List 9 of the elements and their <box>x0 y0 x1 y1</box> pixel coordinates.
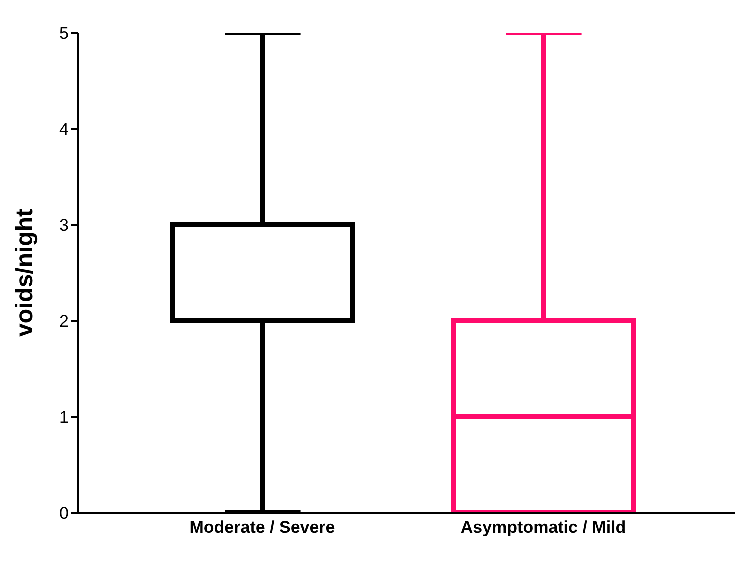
x-tick-label: Moderate / Severe <box>190 518 336 538</box>
y-tick-label: 2 <box>60 312 69 332</box>
y-tick-label: 5 <box>60 24 69 44</box>
y-tick-label: 4 <box>60 120 69 140</box>
y-axis-title: voids/night <box>12 209 39 337</box>
y-tick-label: 0 <box>60 504 69 524</box>
y-tick-label: 1 <box>60 408 69 428</box>
y-tick-label: 3 <box>60 216 69 236</box>
x-tick-label: Asymptomatic / Mild <box>460 518 626 538</box>
